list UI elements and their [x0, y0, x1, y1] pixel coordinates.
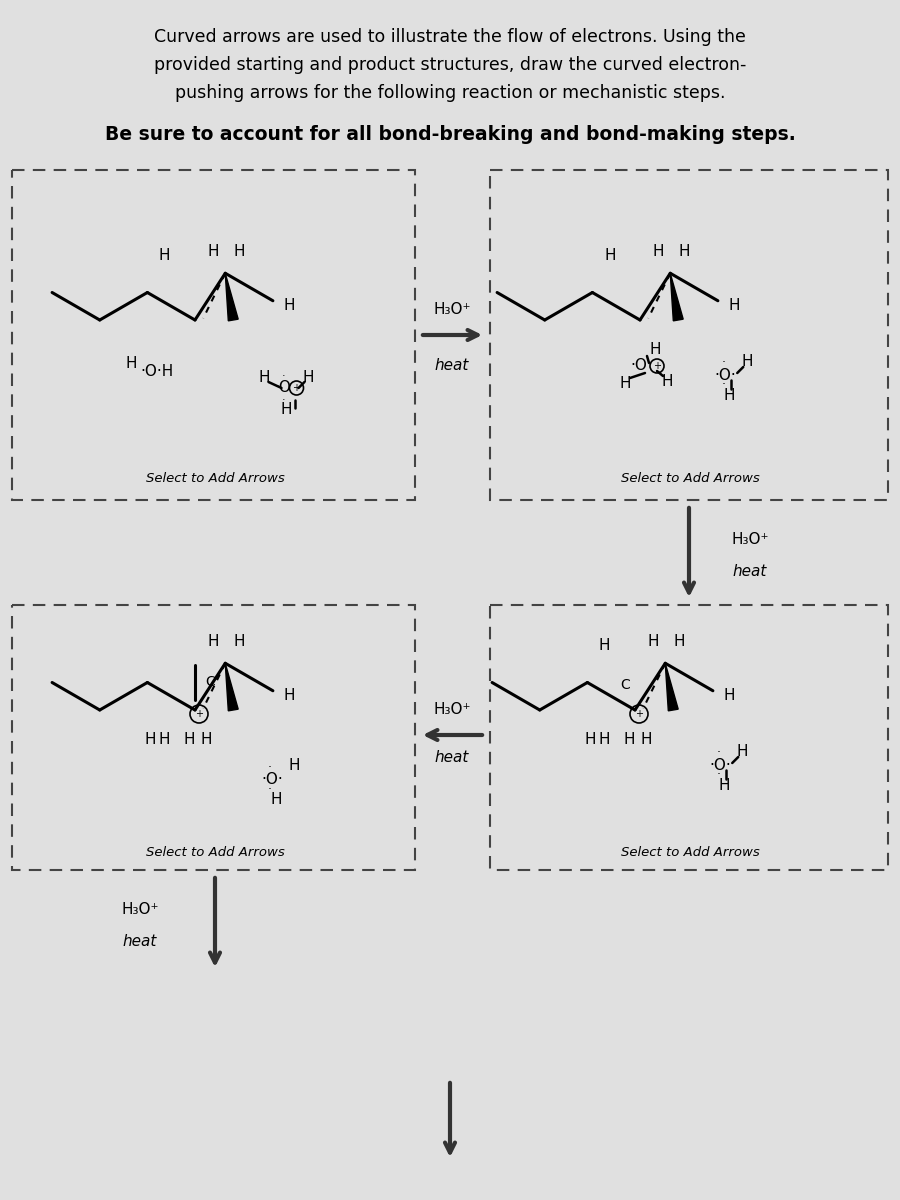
Text: +: + [195, 709, 203, 719]
Text: Select to Add Arrows: Select to Add Arrows [146, 846, 284, 858]
Text: Curved arrows are used to illustrate the flow of electrons. Using the: Curved arrows are used to illustrate the… [154, 28, 746, 46]
Text: heat: heat [122, 935, 158, 949]
Text: ·: · [721, 378, 725, 391]
Text: H: H [208, 634, 219, 649]
Polygon shape [225, 664, 238, 710]
Text: ·O: ·O [274, 380, 291, 396]
Text: H: H [259, 371, 270, 385]
Text: H: H [233, 634, 245, 649]
Text: H: H [604, 247, 616, 263]
Text: ·: · [721, 356, 725, 370]
Text: +: + [653, 361, 661, 371]
Text: H: H [184, 732, 195, 748]
Text: H: H [736, 744, 748, 758]
Text: ·: · [282, 371, 285, 382]
Text: H: H [233, 244, 245, 259]
Text: H: H [159, 732, 170, 748]
Text: H: H [724, 388, 735, 402]
Text: ·O·: ·O· [715, 367, 736, 383]
Text: H: H [284, 299, 294, 313]
Text: +: + [292, 383, 301, 392]
Text: ·O·: ·O· [261, 773, 283, 787]
Text: Be sure to account for all bond-breaking and bond-making steps.: Be sure to account for all bond-breaking… [104, 125, 796, 144]
Text: H: H [652, 244, 664, 259]
Text: H: H [284, 689, 294, 703]
Text: H: H [728, 299, 740, 313]
Text: C: C [620, 678, 630, 692]
Polygon shape [225, 274, 238, 320]
Text: H₃O⁺: H₃O⁺ [731, 533, 769, 547]
Text: H: H [584, 732, 596, 748]
Text: H: H [679, 244, 690, 259]
Text: heat: heat [733, 564, 767, 580]
Text: H: H [288, 758, 300, 774]
Text: H: H [662, 374, 673, 390]
Text: provided starting and product structures, draw the curved electron-: provided starting and product structures… [154, 56, 746, 74]
Text: H: H [673, 634, 685, 649]
Text: ·: · [716, 746, 720, 760]
Text: H: H [281, 402, 292, 418]
Text: H: H [647, 634, 659, 649]
Text: ·: · [716, 768, 720, 781]
Text: H: H [200, 732, 212, 748]
Text: H₃O⁺: H₃O⁺ [433, 702, 471, 718]
Text: C: C [205, 674, 215, 689]
Text: H: H [649, 342, 661, 358]
Text: H: H [208, 244, 219, 259]
Text: H: H [619, 377, 631, 391]
Text: H: H [302, 371, 314, 385]
Text: H₃O⁺: H₃O⁺ [433, 302, 471, 318]
Text: ·O·H: ·O·H [140, 365, 174, 379]
Text: H: H [599, 732, 610, 748]
Text: Select to Add Arrows: Select to Add Arrows [146, 472, 284, 485]
Text: pushing arrows for the following reaction or mechanistic steps.: pushing arrows for the following reactio… [175, 84, 725, 102]
Text: ·: · [282, 395, 285, 404]
Text: H: H [125, 356, 137, 372]
Text: H: H [718, 778, 730, 792]
Text: H: H [144, 732, 156, 748]
Text: H: H [640, 732, 652, 748]
Text: H: H [723, 689, 734, 703]
Text: heat: heat [435, 750, 469, 766]
Text: ·: · [268, 784, 272, 797]
Polygon shape [665, 664, 679, 710]
Text: Select to Add Arrows: Select to Add Arrows [621, 472, 760, 485]
Text: ·O·: ·O· [709, 757, 731, 773]
Text: H₃O⁺: H₃O⁺ [122, 902, 158, 918]
Text: H: H [624, 732, 635, 748]
Text: H: H [599, 637, 610, 653]
Text: heat: heat [435, 358, 469, 372]
Polygon shape [670, 274, 683, 320]
Text: ·O: ·O [631, 359, 647, 373]
Text: H: H [742, 354, 753, 368]
Text: Select to Add Arrows: Select to Add Arrows [621, 846, 760, 858]
Text: ·: · [268, 762, 272, 774]
Text: H: H [159, 247, 170, 263]
Text: +: + [635, 709, 643, 719]
Text: H: H [270, 792, 282, 808]
